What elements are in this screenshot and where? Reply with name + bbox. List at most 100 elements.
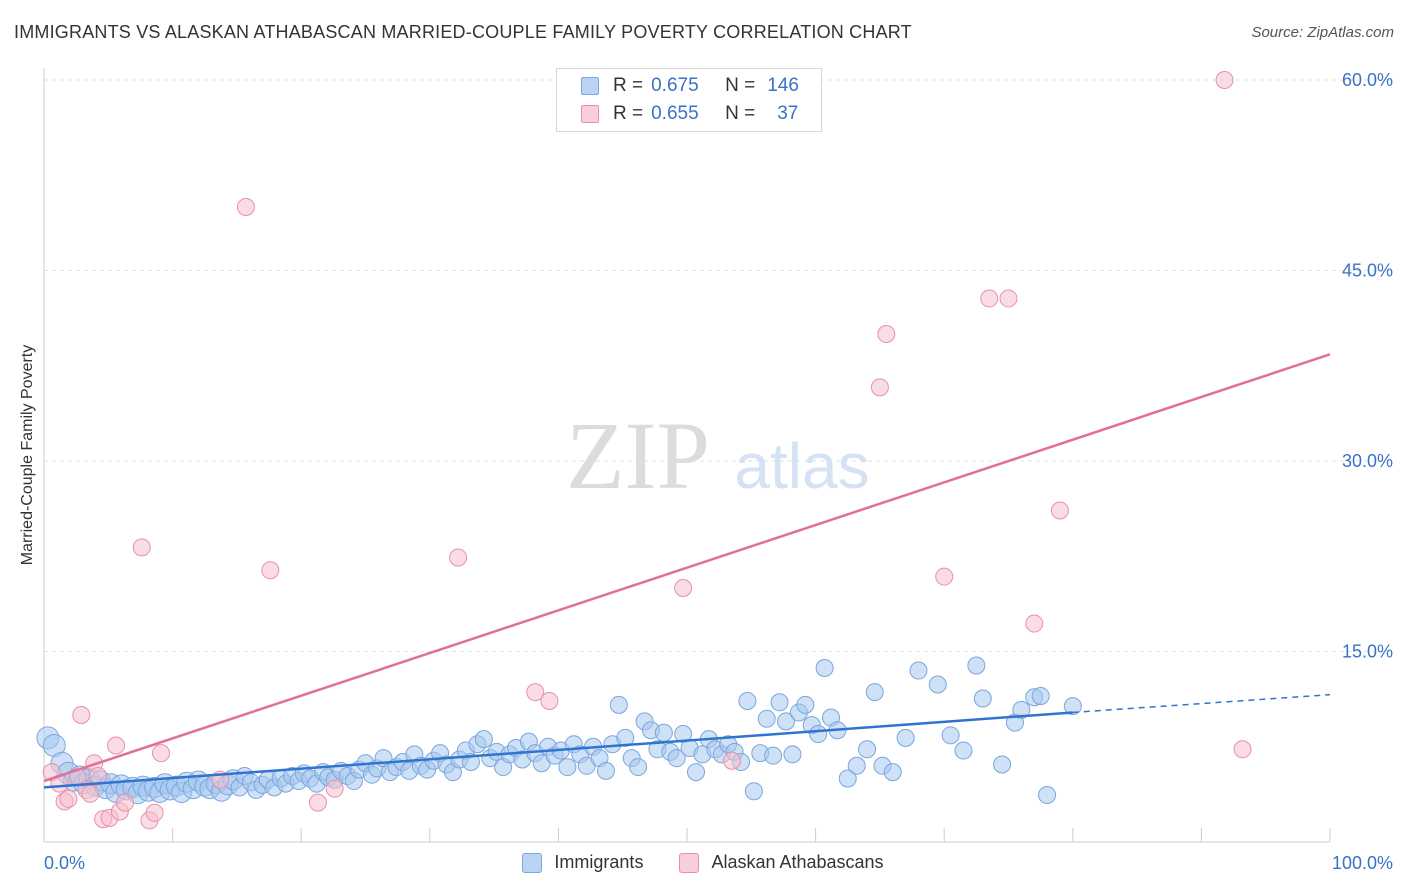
- immigrants-trend-line: [43, 711, 1073, 789]
- alaskan-athabascans-point: [1233, 740, 1252, 759]
- immigrants-point: [1012, 700, 1031, 719]
- legend-swatch-blue: [522, 852, 543, 873]
- r-label: R =: [613, 75, 644, 96]
- zipatlas-watermark: ZIP atlas: [566, 402, 870, 509]
- legend-swatch-pink: [679, 852, 700, 873]
- legend-swatch-blue: [581, 77, 599, 95]
- r-label: R =: [613, 103, 644, 124]
- legend-row-immigrants: R = 0.675 N = 146: [581, 74, 799, 98]
- n-value: 146: [767, 75, 799, 96]
- immigrants-point: [629, 758, 648, 777]
- immigrants-trend-extension: [1072, 693, 1331, 714]
- y-tick-label: 60.0%: [1342, 70, 1393, 90]
- alaskan-athabascans-point: [1050, 501, 1069, 520]
- immigrants-point: [1031, 686, 1050, 705]
- immigrants-point: [838, 769, 857, 788]
- immigrants-point: [744, 782, 763, 801]
- immigrants-point: [558, 758, 577, 777]
- source-credit: Source: ZipAtlas.com: [1251, 24, 1394, 41]
- immigrants-point: [667, 749, 686, 768]
- immigrants-point: [1038, 786, 1057, 805]
- alaskan-athabascans-point: [870, 378, 889, 397]
- r-value: 0.655: [651, 103, 699, 124]
- y-tick-label: 30.0%: [1342, 451, 1393, 471]
- tick-labels: 15.0% 30.0% 45.0% 60.0% 0.0% 100.0%: [44, 70, 1393, 873]
- grid-lines: [44, 79, 1394, 652]
- legend-label-immigrants: Immigrants: [554, 852, 644, 872]
- alaskan-athabascans-point: [674, 579, 693, 597]
- alaskan-athabascans-point: [308, 793, 327, 812]
- watermark-atlas: atlas: [734, 430, 869, 502]
- legend-item-immigrants: Immigrants: [522, 852, 643, 873]
- alaskan-athabascans-point: [145, 803, 164, 822]
- alaskan-athabascans-point: [72, 706, 91, 724]
- alaskan-athabascans-point: [540, 692, 559, 711]
- alaskan-athabascans-point: [999, 289, 1018, 308]
- correlation-legend: R = 0.675 N = 146 R = 0.655 N = 37: [556, 68, 822, 132]
- alaskan-athabascans-point: [1025, 614, 1044, 633]
- chart-title: IMMIGRANTS VS ALASKAN ATHABASCAN MARRIED…: [14, 22, 912, 42]
- immigrants-point: [474, 730, 493, 749]
- axes: [43, 68, 1331, 843]
- immigrants-point: [738, 692, 757, 711]
- n-label: N =: [725, 103, 756, 124]
- alaskan-athabascans-point: [526, 683, 545, 702]
- immigrants-point: [596, 761, 615, 780]
- alaskan-athabascans-point: [132, 538, 151, 557]
- alaskan-athabascans-point: [723, 751, 742, 770]
- immigrants-point: [928, 675, 947, 694]
- immigrants-point: [954, 741, 973, 760]
- alaskan-athabascans-trend-line: [43, 353, 1331, 783]
- alaskan-athabascans-point: [81, 784, 100, 803]
- immigrants-point: [909, 661, 928, 680]
- alaskan-athabascans-point: [236, 198, 255, 216]
- alaskan-athabascans-point: [449, 548, 468, 567]
- immigrants-point: [847, 756, 866, 775]
- immigrants-point: [815, 659, 834, 678]
- x-tick-label: 100.0%: [1332, 853, 1393, 873]
- alaskan-athabascans-point: [325, 779, 344, 798]
- immigrants-point: [883, 763, 902, 782]
- alaskan-athabascans-point: [261, 561, 280, 580]
- immigrants-point: [993, 755, 1012, 774]
- alaskan-athabascans-point: [116, 793, 135, 812]
- immigrants-point: [896, 728, 915, 747]
- n-value: 37: [777, 103, 799, 124]
- alaskan-athabascans-point: [877, 325, 896, 343]
- r-value: 0.675: [651, 75, 699, 96]
- alaskan-athabascans-point: [107, 736, 126, 755]
- immigrants-point: [770, 693, 789, 712]
- alaskan-athabascans-point: [1215, 71, 1234, 89]
- immigrants-point: [865, 683, 884, 702]
- trend-lines: [43, 353, 1331, 789]
- alaskan-athabascans-point: [935, 567, 954, 586]
- immigrants-point: [1063, 697, 1082, 716]
- legend-row-alaskan-athabascans: R = 0.655 N = 37: [581, 102, 798, 126]
- immigrants-point: [777, 712, 796, 731]
- immigrants-point: [858, 740, 877, 759]
- immigrants-point: [609, 695, 628, 714]
- series-legend: Immigrants Alaskan Athabascans: [0, 852, 1406, 873]
- y-tick-label: 45.0%: [1342, 261, 1393, 281]
- immigrants-point: [654, 723, 673, 742]
- immigrants-point: [973, 689, 992, 708]
- immigrants-point: [967, 656, 986, 675]
- alaskan-athabascans-point: [980, 289, 999, 308]
- legend-item-alaskan-athabascans: Alaskan Athabascans: [679, 852, 884, 873]
- immigrants-point: [796, 695, 815, 714]
- immigrants-point: [616, 728, 635, 747]
- alaskan-athabascans-point: [152, 744, 171, 763]
- immigrants-point: [764, 746, 783, 765]
- watermark-zip: ZIP: [566, 402, 710, 509]
- immigrants-point: [941, 726, 960, 745]
- immigrants-point: [757, 709, 776, 728]
- immigrants-point: [687, 763, 706, 782]
- y-tick-label: 15.0%: [1342, 642, 1393, 662]
- immigrants-point: [783, 745, 802, 764]
- alaskan-athabascans-point: [59, 789, 78, 808]
- n-label: N =: [725, 75, 756, 96]
- legend-label-alaskan-athabascans: Alaskan Athabascans: [711, 852, 884, 872]
- x-tick-label: 0.0%: [44, 853, 85, 873]
- legend-swatch-pink: [581, 105, 599, 123]
